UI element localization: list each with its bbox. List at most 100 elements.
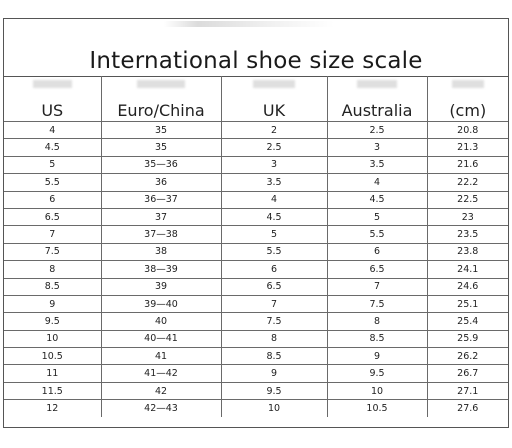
cell-euro-china: 39—40 (100, 294, 222, 314)
cell-uk: 4 (220, 190, 328, 209)
cell-cm: 27.1 (426, 381, 508, 401)
cell-us: 10 (4, 329, 102, 349)
cell-us: 8.5 (4, 277, 102, 296)
cell-us: 4 (4, 120, 102, 140)
size-table-body: 4 35 2 2.5 20.8 4.5 35 2.5 3 21.3 5 35—36 3 3.5 21.6 5.… (4, 120, 508, 417)
cell-euro-china: 41—42 (100, 364, 222, 383)
table-row: 4 35 2 2.5 20.8 (4, 120, 508, 140)
column-header-euro-china: Euro/China (100, 76, 222, 122)
cell-euro-china: 37 (100, 207, 222, 227)
cell-euro-china: 36—37 (100, 190, 222, 209)
column-header-cm: (cm) (426, 76, 508, 122)
cell-us: 5.5 (4, 173, 102, 192)
cell-euro-china: 41 (100, 347, 222, 366)
cell-uk: 9 (220, 364, 328, 383)
cell-australia: 3 (326, 138, 428, 157)
cell-cm: 23.5 (426, 225, 508, 244)
cell-cm: 23.8 (426, 242, 508, 262)
cell-uk: 7.5 (220, 312, 328, 331)
table-row: 10.5 41 8.5 9 26.2 (4, 347, 508, 366)
cell-cm: 22.5 (426, 190, 508, 209)
cell-uk: 9.5 (220, 381, 328, 401)
cell-us: 11.5 (4, 381, 102, 401)
cell-cm: 24.6 (426, 277, 508, 296)
cell-euro-china: 39 (100, 277, 222, 296)
cell-cm: 26.2 (426, 347, 508, 366)
cell-euro-china: 38—39 (100, 260, 222, 279)
cell-australia: 7 (326, 277, 428, 296)
table-row: 5 35—36 3 3.5 21.6 (4, 155, 508, 175)
cell-australia: 3.5 (326, 155, 428, 175)
cell-uk: 6.5 (220, 277, 328, 296)
cell-euro-china: 36 (100, 173, 222, 192)
cell-australia: 8.5 (326, 329, 428, 349)
size-chart: International shoe size scale US Euro/Ch… (3, 18, 509, 428)
cell-australia: 9.5 (326, 364, 428, 383)
cell-uk: 2.5 (220, 138, 328, 157)
cell-us: 7 (4, 225, 102, 244)
cell-australia: 4.5 (326, 190, 428, 209)
cell-us: 5 (4, 155, 102, 175)
cell-australia: 5 (326, 207, 428, 227)
table-row: 7 37—38 5 5.5 23.5 (4, 225, 508, 244)
cell-australia: 10.5 (326, 399, 428, 417)
cell-us: 11 (4, 364, 102, 383)
title-row: International shoe size scale (4, 19, 508, 77)
table-row: 9 39—40 7 7.5 25.1 (4, 294, 508, 314)
cell-us: 7.5 (4, 242, 102, 262)
cell-cm: 22.2 (426, 173, 508, 192)
chart-title: International shoe size scale (89, 48, 423, 74)
table-row: 8.5 39 6.5 7 24.6 (4, 277, 508, 296)
cell-uk: 3.5 (220, 173, 328, 192)
cell-us: 6.5 (4, 207, 102, 227)
cell-euro-china: 35—36 (100, 155, 222, 175)
cell-cm: 27.6 (426, 399, 508, 417)
cell-euro-china: 35 (100, 120, 222, 140)
table-row: 10 40—41 8 8.5 25.9 (4, 329, 508, 349)
header-row: US Euro/China UK Australia (cm) (4, 76, 508, 122)
cell-cm: 25.4 (426, 312, 508, 331)
cell-uk: 6 (220, 260, 328, 279)
cell-cm: 23 (426, 207, 508, 227)
table-row: 9.5 40 7.5 8 25.4 (4, 312, 508, 331)
cell-cm: 25.9 (426, 329, 508, 349)
table-row: 6 36—37 4 4.5 22.5 (4, 190, 508, 209)
column-header-uk: UK (220, 76, 328, 122)
cell-us: 9 (4, 294, 102, 314)
cell-euro-china: 40—41 (100, 329, 222, 349)
cell-uk: 5.5 (220, 242, 328, 262)
faded-watermark (164, 21, 334, 27)
cell-euro-china: 37—38 (100, 225, 222, 244)
table-row: 7.5 38 5.5 6 23.8 (4, 242, 508, 262)
cell-us: 6 (4, 190, 102, 209)
cell-euro-china: 40 (100, 312, 222, 331)
cell-cm: 21.6 (426, 155, 508, 175)
cell-us: 10.5 (4, 347, 102, 366)
cell-us: 4.5 (4, 138, 102, 157)
cell-us: 12 (4, 399, 102, 417)
table-row: 11 41—42 9 9.5 26.7 (4, 364, 508, 383)
cell-uk: 10 (220, 399, 328, 417)
table-row: 12 42—43 10 10.5 27.6 (4, 399, 508, 417)
cell-us: 9.5 (4, 312, 102, 331)
table-row: 4.5 35 2.5 3 21.3 (4, 138, 508, 157)
table-row: 11.5 42 9.5 10 27.1 (4, 381, 508, 401)
column-header-us: US (4, 76, 102, 122)
cell-cm: 25.1 (426, 294, 508, 314)
cell-australia: 8 (326, 312, 428, 331)
cell-australia: 4 (326, 173, 428, 192)
table-row: 8 38—39 6 6.5 24.1 (4, 260, 508, 279)
cell-australia: 5.5 (326, 225, 428, 244)
cell-uk: 3 (220, 155, 328, 175)
cell-cm: 26.7 (426, 364, 508, 383)
cell-uk: 8.5 (220, 347, 328, 366)
cell-us: 8 (4, 260, 102, 279)
cell-australia: 2.5 (326, 120, 428, 140)
cell-australia: 6 (326, 242, 428, 262)
cell-australia: 10 (326, 381, 428, 401)
cell-uk: 5 (220, 225, 328, 244)
cell-uk: 2 (220, 120, 328, 140)
size-table: US Euro/China UK Australia (cm) 4 35 2 2.5 2… (4, 76, 508, 417)
cell-cm: 24.1 (426, 260, 508, 279)
column-header-australia: Australia (326, 76, 428, 122)
